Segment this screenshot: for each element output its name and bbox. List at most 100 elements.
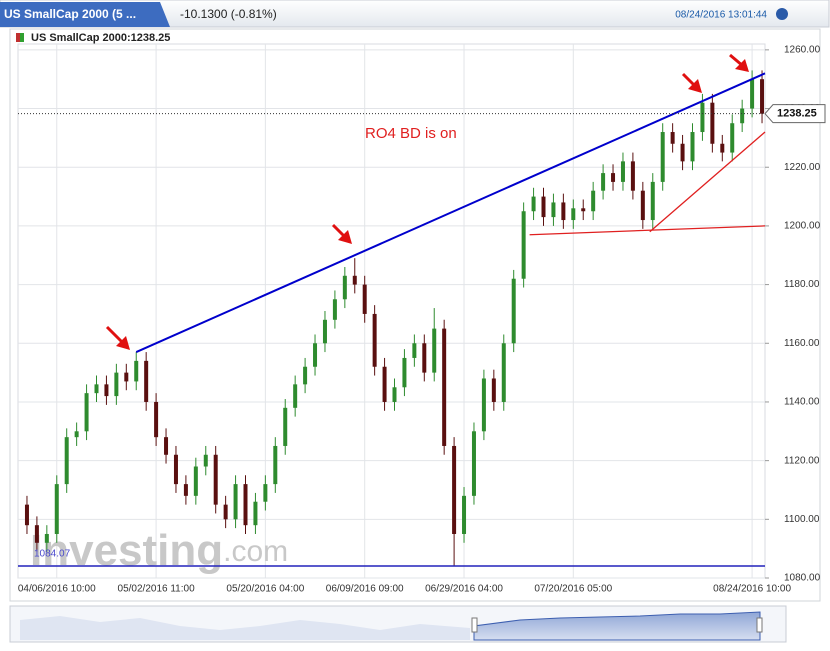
candle-body	[402, 357, 407, 388]
candle-body	[144, 360, 149, 402]
candle-body	[193, 466, 198, 496]
x-tick-label: 05/20/2016 04:00	[226, 584, 304, 595]
candle-body	[471, 431, 476, 496]
candle-body	[670, 132, 675, 144]
x-tick-label: 05/02/2016 11:00	[118, 584, 196, 595]
x-tick-label: 08/24/2016 10:00	[713, 584, 791, 595]
candle-body	[44, 533, 49, 543]
candle-body	[34, 525, 39, 543]
navigator-handle[interactable]	[756, 617, 763, 633]
candle-body	[173, 454, 178, 485]
x-tick-label: 06/29/2016 04:00	[425, 584, 503, 595]
navigator-area-dim	[20, 616, 470, 640]
candle-body	[372, 313, 377, 367]
candle-body	[680, 143, 685, 162]
candle-body	[24, 504, 29, 526]
candle-body	[293, 384, 298, 408]
candle-body	[561, 202, 566, 221]
watermark-domain: .com	[223, 535, 288, 568]
plot-area	[17, 43, 766, 579]
y-tick-label: 1080.00	[784, 573, 821, 584]
candle-body	[531, 196, 536, 212]
annotation: RO4 BD is on	[365, 125, 457, 142]
candle-body	[660, 132, 665, 182]
candle-body	[481, 378, 486, 432]
icon-green	[20, 33, 24, 42]
candle-body	[54, 484, 59, 534]
candle-body	[223, 504, 228, 520]
candle-body	[491, 378, 496, 402]
candle-body	[511, 278, 516, 344]
y-tick-label: 1180.00	[784, 279, 820, 290]
candle-body	[263, 484, 268, 502]
candle-body	[273, 445, 278, 485]
candle-body	[74, 431, 79, 438]
candle-body	[392, 387, 397, 402]
candle-body	[332, 299, 337, 320]
candle-body	[84, 393, 89, 432]
trendline	[649, 131, 766, 233]
candle-body	[362, 284, 367, 314]
y-tick-label: 1220.00	[784, 162, 821, 173]
candle-body	[630, 161, 635, 191]
y-tick-label: 1260.00	[784, 45, 821, 56]
last-price-label: 1238.25	[777, 108, 817, 120]
trendline	[135, 72, 766, 353]
candle-body	[154, 401, 159, 438]
candle-body	[94, 384, 99, 394]
candle-body	[750, 79, 755, 109]
candle-body	[283, 407, 288, 446]
candle-body	[422, 343, 427, 373]
x-tick-label: 06/09/2016 09:00	[326, 584, 404, 595]
candle-body	[720, 143, 725, 153]
candle-body	[114, 372, 119, 397]
price-change: -10.1300 (-0.81%)	[180, 7, 277, 21]
y-tick-label: 1200.00	[784, 221, 821, 232]
x-tick-label: 04/06/2016 10:00	[18, 584, 96, 595]
navigator-handle[interactable]	[471, 617, 478, 633]
candle-body	[551, 202, 556, 218]
candle-body	[710, 102, 715, 144]
y-tick-label: 1100.00	[784, 514, 820, 525]
y-tick-label: 1120.00	[784, 455, 820, 466]
candle-body	[64, 437, 69, 485]
candle-body	[611, 173, 616, 182]
candle-body	[253, 501, 258, 526]
candle-body	[730, 123, 735, 153]
refresh-icon[interactable]	[776, 8, 788, 20]
candle-body	[104, 384, 109, 397]
candle-body	[322, 319, 327, 344]
candle-body	[134, 360, 139, 382]
candle-body	[382, 366, 387, 402]
candle-body	[213, 454, 218, 505]
candle-body	[164, 437, 169, 455]
y-tick-label: 1160.00	[784, 338, 820, 349]
candle-body	[452, 445, 457, 534]
candle-body	[303, 366, 308, 385]
candle-body	[700, 102, 705, 133]
candle-body	[571, 208, 576, 221]
tab-title[interactable]: US SmallCap 2000 (5 ...	[4, 7, 136, 21]
candle-body	[342, 275, 347, 300]
candle-body	[183, 484, 188, 496]
tab[interactable]	[0, 2, 170, 27]
candle-body	[243, 484, 248, 526]
y-tick-label: 1140.00	[784, 397, 820, 408]
candle-body	[740, 108, 745, 124]
trendline	[529, 225, 766, 236]
candle-body	[203, 454, 208, 467]
candle-body	[412, 343, 417, 358]
timestamp: 08/24/2016 13:01:44	[675, 10, 767, 21]
candle-body	[432, 328, 437, 373]
low-label: 1084.07	[34, 549, 71, 560]
chart-title: US SmallCap 2000:1238.25	[31, 32, 170, 44]
candle-body	[313, 343, 318, 367]
x-tick-label: 07/20/2016 05:00	[534, 584, 612, 595]
icon-red	[16, 33, 20, 42]
candle-body	[462, 495, 467, 534]
candle-body	[501, 343, 506, 402]
candle-body	[124, 372, 129, 382]
candle-body	[690, 132, 695, 162]
